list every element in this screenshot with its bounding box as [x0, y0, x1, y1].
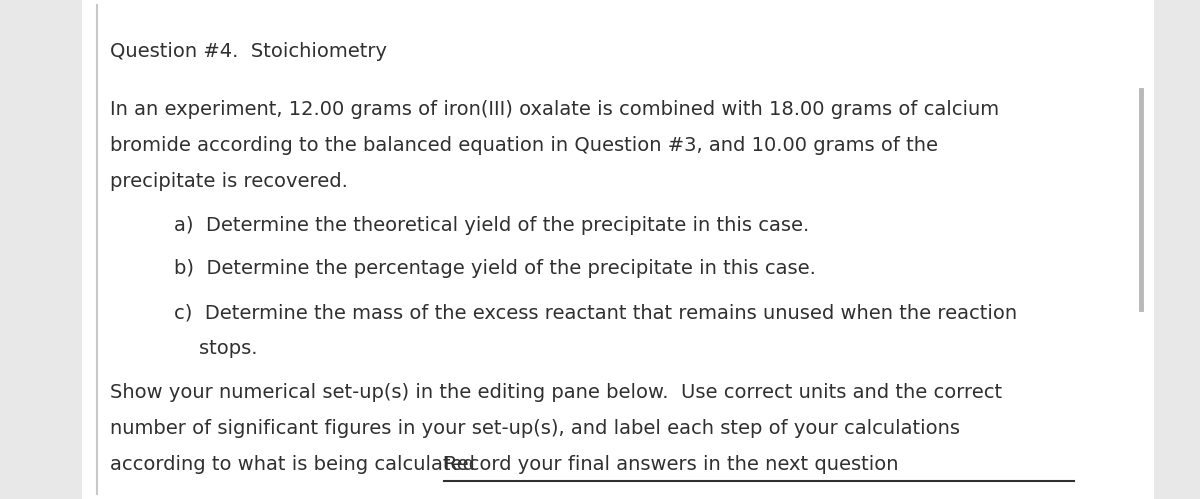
Text: stops.: stops. — [174, 339, 258, 358]
Text: a)  Determine the theoretical yield of the precipitate in this case.: a) Determine the theoretical yield of th… — [174, 216, 809, 235]
Text: c)  Determine the mass of the excess reactant that remains unused when the react: c) Determine the mass of the excess reac… — [174, 303, 1018, 322]
Text: Question #4.  Stoichiometry: Question #4. Stoichiometry — [110, 42, 388, 61]
Text: bromide according to the balanced equation in Question #3, and 10.00 grams of th: bromide according to the balanced equati… — [110, 136, 938, 155]
Text: Record your final answers in the next question: Record your final answers in the next qu… — [444, 455, 899, 474]
Text: b)  Determine the percentage yield of the precipitate in this case.: b) Determine the percentage yield of the… — [174, 259, 816, 278]
Text: In an experiment, 12.00 grams of iron(III) oxalate is combined with 18.00 grams : In an experiment, 12.00 grams of iron(II… — [110, 100, 1000, 119]
Text: Show your numerical set-up(s) in the editing pane below.  Use correct units and : Show your numerical set-up(s) in the edi… — [110, 383, 1002, 402]
Text: precipitate is recovered.: precipitate is recovered. — [110, 172, 348, 191]
Text: number of significant figures in your set-up(s), and label each step of your cal: number of significant figures in your se… — [110, 419, 960, 438]
Text: according to what is being calculated: according to what is being calculated — [110, 455, 500, 474]
